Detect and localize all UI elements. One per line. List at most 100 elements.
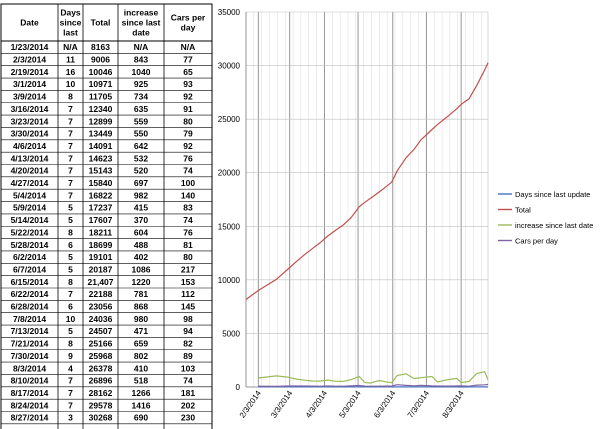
- table-cell: 7: [68, 400, 73, 410]
- table-cell: 14623: [89, 153, 113, 163]
- table-cell: 7: [68, 166, 73, 176]
- table-frame: [0, 3, 213, 429]
- table-cell: 25968: [89, 351, 113, 361]
- legend-label: Total: [515, 206, 531, 215]
- series-line-cars-per-day: [258, 383, 489, 387]
- table-cell: 10: [66, 314, 76, 324]
- table-cell: 9006: [91, 55, 110, 65]
- table-cell: 15840: [89, 178, 113, 188]
- table-cell: 11: [66, 55, 75, 65]
- table-cell: 103: [181, 363, 195, 373]
- table-cell: 518: [134, 376, 148, 386]
- table-header-cell: Days since last: [60, 8, 82, 38]
- series-line-increase-since-last-date: [258, 371, 489, 384]
- table-cell: 4/20/2014: [11, 166, 49, 176]
- y-tick-label: 30000: [218, 62, 241, 71]
- x-tick-label: 3/3/2014: [269, 389, 295, 420]
- table-cell: 217: [181, 264, 195, 274]
- table-cell: 488: [134, 240, 148, 250]
- table-cell: 5: [68, 326, 73, 336]
- table-cell: 76: [183, 153, 193, 163]
- table-cell: 22188: [89, 289, 113, 299]
- table-cell: 415: [134, 203, 148, 213]
- table-cell: 6/2/2014: [13, 252, 46, 262]
- table-cell: 3/1/2014: [13, 79, 46, 89]
- table-cell: 16: [66, 67, 76, 77]
- table-cell: 8: [68, 227, 73, 237]
- table-cell: 7: [68, 129, 73, 139]
- table-cell: 8/27/2014: [11, 413, 49, 423]
- table-cell: 8/24/2014: [11, 400, 49, 410]
- table-cell: 98: [183, 314, 193, 324]
- table-cell: 7/8/2014: [13, 314, 46, 324]
- table-cell: 140: [181, 190, 195, 200]
- table-cell: 8: [68, 277, 73, 287]
- table-cell: 65: [183, 67, 193, 77]
- table-cell: 230: [181, 413, 195, 423]
- x-tick-label: 5/3/2014: [337, 389, 363, 420]
- table-cell: 1040: [132, 67, 151, 77]
- table-cell: 81: [183, 240, 193, 250]
- table-cell: 5/14/2014: [11, 215, 49, 225]
- table-cell: 74: [183, 166, 193, 176]
- table-cell: 8/3/2014: [13, 363, 46, 373]
- table-cell: 980: [134, 314, 148, 324]
- table-cell: 6/28/2014: [11, 302, 49, 312]
- table-cell: 6: [68, 240, 73, 250]
- table-cell: 18699: [89, 240, 113, 250]
- table-cell: 100: [181, 178, 195, 188]
- table-cell: 550: [134, 129, 148, 139]
- table-cell: 697: [134, 178, 148, 188]
- table-cell: 843: [134, 55, 148, 65]
- table-cell: 8: [68, 339, 73, 349]
- table-cell: 23056: [89, 302, 113, 312]
- table-cell: 2/19/2014: [11, 67, 49, 77]
- table-cell: 26896: [89, 376, 113, 386]
- table-cell: 7: [68, 190, 73, 200]
- table-cell: 12340: [89, 104, 113, 114]
- table-cell: 604: [134, 227, 148, 237]
- table-cell: 89: [183, 351, 193, 361]
- table-header-cell: Date: [20, 18, 39, 28]
- y-tick-label: 5000: [222, 329, 240, 338]
- legend-label: Cars per day: [515, 237, 558, 246]
- table-cell: 8/10/2014: [11, 376, 49, 386]
- legend-label: increase since last date: [515, 221, 593, 230]
- table-cell: 7: [68, 104, 73, 114]
- table-cell: 402: [134, 252, 148, 262]
- table-cell: 15143: [89, 166, 113, 176]
- y-tick-label: 15000: [218, 222, 241, 231]
- table-cell: 28162: [89, 388, 113, 398]
- table-cell: 11705: [89, 92, 112, 102]
- table-cell: 802: [134, 351, 148, 361]
- table-cell: 7/21/2014: [11, 339, 49, 349]
- series-line-total: [245, 62, 489, 300]
- line-chart: 0 5000 10000 15000 20000 25000 30000 35000 2/3/2…: [218, 8, 594, 420]
- table-cell: 7: [68, 388, 73, 398]
- table-cell: 80: [183, 116, 193, 126]
- table-cell: 659: [134, 339, 148, 349]
- table-cell: 7: [68, 153, 73, 163]
- table-cell: 25166: [89, 339, 113, 349]
- table-cell: 3/30/2014: [11, 129, 49, 139]
- table-cell: 94: [183, 326, 193, 336]
- x-tick-label: 6/3/2014: [372, 389, 398, 420]
- table-cell: 7/13/2014: [11, 326, 49, 336]
- table-cell: 93: [183, 79, 193, 89]
- table-cell: 76: [183, 227, 193, 237]
- table-cell: 91: [183, 104, 193, 114]
- table-cell: 92: [183, 141, 193, 151]
- table-cell: 14091: [89, 141, 113, 151]
- table-cell: 10971: [89, 79, 113, 89]
- x-tick-label: 2/3/2014: [238, 389, 264, 420]
- table-cell: 181: [181, 388, 195, 398]
- table-cell: 4/27/2014: [11, 178, 49, 188]
- table-cell: 80: [183, 252, 193, 262]
- legend-label: Days since last update: [515, 190, 590, 199]
- table-cell: 77: [183, 55, 193, 65]
- table-cell: 7: [68, 376, 73, 386]
- y-tick-label: 20000: [218, 169, 241, 178]
- table-header-cell: Total: [91, 18, 111, 28]
- table-cell: 2/3/2014: [13, 55, 46, 65]
